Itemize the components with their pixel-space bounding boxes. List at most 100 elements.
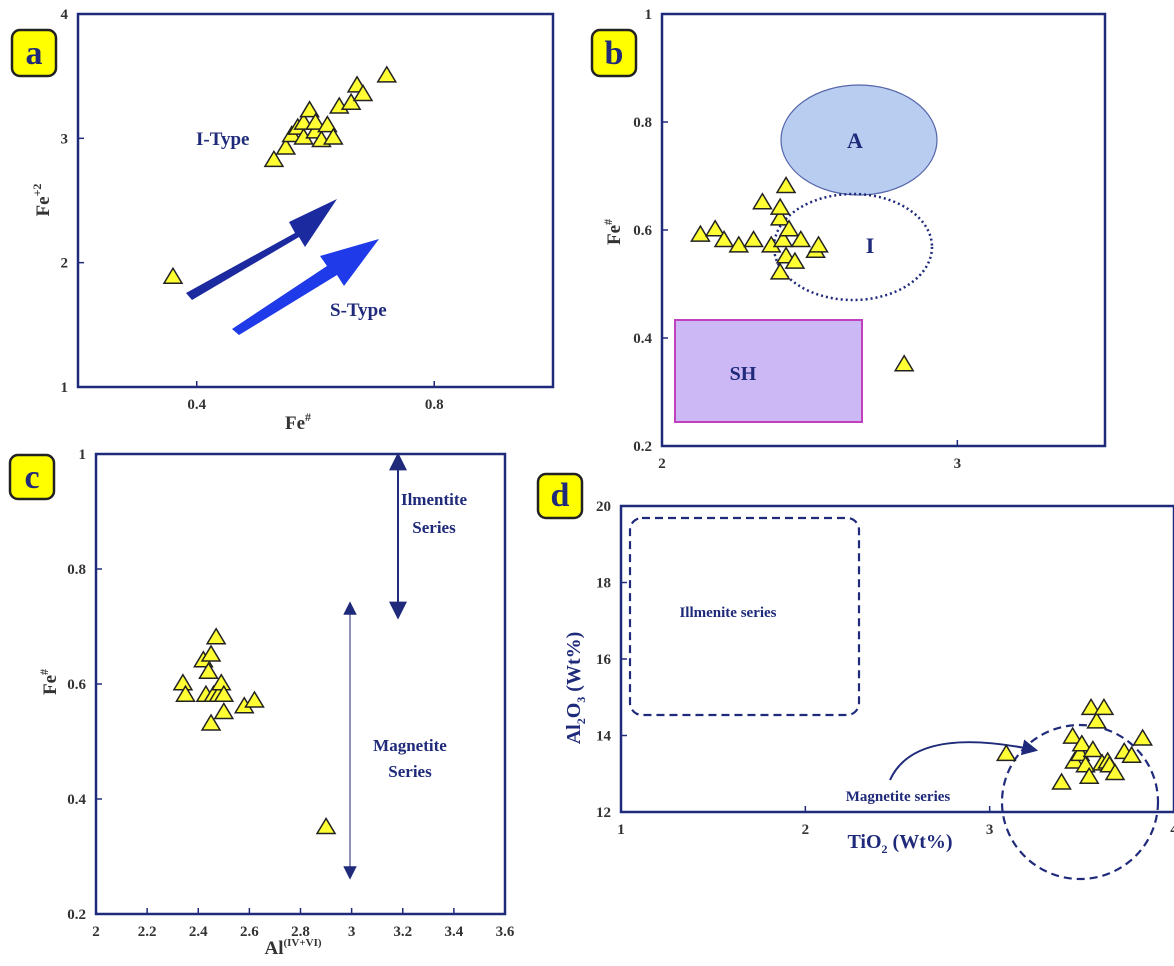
- panel-c-ytick-label-0: 0.2: [67, 907, 86, 923]
- illmenite-series-label: Illmenite series: [679, 605, 776, 621]
- panel-b-xtick-label-0: 2: [658, 456, 666, 472]
- panel-c-data-point: [213, 701, 235, 720]
- panel-b-data-point: [713, 230, 735, 248]
- panel-c-badge-label: c: [24, 459, 39, 496]
- panel-c-xlabel: Al(IV+VI): [264, 937, 321, 959]
- panel-a-data-point: [305, 112, 326, 130]
- region-i-label: I: [866, 233, 875, 258]
- panel-d-xtick-label-2: 3: [986, 822, 994, 838]
- panel-d-xtick-label-1: 2: [802, 822, 810, 838]
- panel-c-data-point: [172, 673, 194, 691]
- panel-d-data-point: [1104, 762, 1126, 781]
- panel-c: Ilmentite Series Magnetite Series 2 2.2 2.…: [8, 447, 515, 959]
- panel-d-badge-label: d: [551, 477, 570, 514]
- panel-b-data-point: [743, 230, 764, 248]
- panel-d-data-point: [1051, 772, 1072, 790]
- panel-b-xtick-label-1: 3: [954, 456, 962, 472]
- panel-b-data-point: [752, 192, 773, 210]
- panel-c-xtick-label-0: 2: [92, 924, 100, 940]
- panel-c-badge: [8, 453, 56, 501]
- panel-c-xtick-label-7: 3.4: [445, 924, 464, 940]
- panel-a-ylabel: Fe+2: [30, 184, 54, 217]
- panel-b-data-point: [704, 219, 726, 237]
- panel-d-data-point: [1071, 734, 1093, 752]
- panel-b-data-point: [769, 262, 791, 280]
- panel-d-ylabel: Al2O3 (Wt%): [563, 632, 588, 745]
- panel-d-ytick-label-4: 20: [596, 499, 611, 515]
- panel-b-data-point: [808, 235, 829, 253]
- panel-a-xtick-label-1: 0.8: [425, 397, 444, 413]
- panel-b-badge-label: b: [605, 35, 624, 72]
- magnetite-series-label: Magnetite series: [846, 789, 951, 805]
- panel-c-data-point: [244, 690, 265, 708]
- panel-d: Illmenite series Magnetite series 1 2 3 412…: [536, 472, 1174, 881]
- panel-a-data-point: [162, 266, 184, 285]
- panel-c-xtick-label-1: 2.2: [138, 924, 157, 940]
- panel-d-data-point: [995, 743, 1017, 762]
- panel-c-xtick-label-6: 3.2: [393, 924, 412, 940]
- panel-d-data-point: [1121, 745, 1142, 763]
- panel-c-ylabel: Fe#: [37, 669, 61, 695]
- panel-a-data-point: [275, 137, 297, 155]
- panel-a-data-point: [352, 84, 374, 102]
- magnetite-series-region: [1000, 723, 1160, 881]
- panel-a-data-point: [322, 127, 344, 145]
- panel-a: 0.4 0.8 1 2 3 4 I-Type S-Type Fe# Fe+2 a: [10, 7, 555, 434]
- panel-b: A I SH 2 3 0.2 0.4 0.6 0.8 1 Fe# b: [590, 7, 1107, 472]
- panel-c-xtick-label-4: 2.8: [291, 924, 310, 940]
- s-type-trend-arrow: [232, 239, 379, 335]
- panel-a-data-point: [376, 65, 398, 83]
- panel-d-data-point: [1132, 728, 1153, 746]
- magnetite-label-line2: Series: [388, 762, 432, 781]
- panel-b-data-point: [893, 354, 915, 372]
- panel-a-badge-label: a: [26, 35, 43, 72]
- panel-d-xtick-label-3: 4: [1170, 822, 1174, 838]
- panel-a-plot: 0.4 0.8 1 2 3 4: [61, 7, 444, 413]
- panel-c-xtick-label-5: 3: [348, 924, 356, 940]
- panel-b-data-point: [778, 219, 800, 237]
- panel-c-ytick-label-3: 0.8: [67, 562, 86, 578]
- panel-c-plot: 2 2.2 2.4 2.6 2.8 3 3.2 3.4 3.6 0.2 0.4 0.6 0.8 1: [67, 447, 515, 940]
- panel-c-data-point: [175, 684, 196, 702]
- region-i-ellipse: [772, 192, 934, 302]
- panel-b-data-point: [790, 230, 812, 248]
- panel-c-xtick-label-3: 2.6: [240, 924, 259, 940]
- region-a-label: A: [847, 128, 863, 153]
- panel-b-ytick-label-1: 0.4: [633, 331, 652, 347]
- panel-b-data-point: [690, 224, 711, 242]
- panel-a-ytick-label-1: 2: [61, 256, 69, 272]
- panel-d-data-point: [1080, 697, 1102, 716]
- panel-d-data-point: [1078, 766, 1100, 785]
- panel-b-badge: [590, 28, 638, 78]
- panel-d-ytick-label-1: 14: [596, 729, 612, 745]
- panel-c-data-point: [315, 816, 337, 835]
- panel-c-data-point: [205, 627, 227, 645]
- panel-d-badge: [536, 472, 584, 520]
- panel-b-ylabel: Fe#: [601, 219, 625, 245]
- panel-d-xtick-label-0: 1: [617, 822, 625, 838]
- panel-d-data-point: [1086, 711, 1107, 729]
- panel-a-frame: [76, 12, 555, 389]
- panel-b-plot: 2 3 0.2 0.4 0.6 0.8 1: [633, 7, 961, 472]
- ilmenite-label-line1: Ilmentite: [401, 490, 468, 509]
- panel-b-data-point: [775, 176, 797, 194]
- panel-b-ytick-label-2: 0.6: [633, 223, 652, 239]
- i-type-label: I-Type: [196, 129, 249, 150]
- panel-a-data-point: [317, 115, 338, 133]
- panel-d-xlabel: TiO2 (Wt%): [847, 831, 952, 856]
- panel-a-ytick-label-3: 4: [61, 7, 69, 23]
- panel-c-data-point: [200, 644, 222, 662]
- panel-b-data-point: [769, 208, 791, 226]
- panel-a-data-point: [340, 92, 362, 110]
- panel-c-ytick-label-4: 1: [79, 447, 87, 463]
- panel-c-data-point: [200, 713, 222, 731]
- panel-a-ytick-label-2: 3: [61, 131, 69, 147]
- i-type-trend-arrow: [186, 199, 337, 300]
- panel-d-data-point: [1075, 755, 1096, 773]
- magnetite-label-line1: Magnetite: [373, 736, 447, 755]
- panel-c-data-point: [198, 661, 219, 679]
- panel-b-data-point: [769, 197, 791, 215]
- panel-b-ytick-label-3: 0.8: [633, 115, 652, 131]
